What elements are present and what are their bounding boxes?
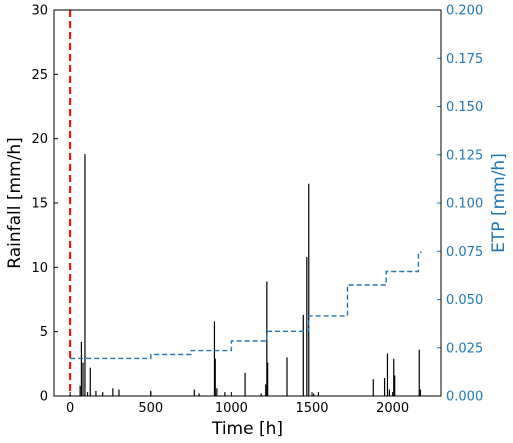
rainfall-bar	[267, 362, 269, 396]
rainfall-bar	[306, 257, 308, 396]
rainfall-bar	[244, 372, 246, 396]
rainfall-bar	[86, 392, 89, 396]
x-axis-label: Time [h]	[211, 419, 283, 439]
x-tick-label: 2000	[376, 401, 409, 416]
rainfall-bar	[419, 389, 421, 396]
y-tick-label: 15	[31, 197, 48, 212]
rainfall-bar	[82, 362, 84, 396]
rainfall-bar	[214, 358, 216, 396]
y2-tick-label: 0.100	[446, 197, 483, 212]
rainfall-bar	[79, 385, 81, 396]
rainfall-bar	[89, 367, 91, 396]
y2-axis-label: ETP [mm/h]	[489, 153, 509, 253]
rainfall-bar	[302, 314, 304, 396]
plot-frame	[53, 9, 442, 397]
rainfall-bar	[80, 341, 83, 396]
y2-tick-label: 0.000	[446, 390, 483, 405]
rainfall-bar	[84, 154, 86, 396]
rainfall-bar	[198, 393, 200, 396]
rainfall-bar	[313, 393, 315, 396]
y-axis-label: Rainfall [mm/h]	[5, 137, 25, 269]
rainfall-bar	[260, 393, 262, 396]
rainfall-bar	[388, 389, 390, 396]
y2-tick-label: 0.150	[446, 100, 483, 115]
y2-tick-label: 0.200	[446, 4, 483, 19]
y-tick-label: 0	[40, 390, 48, 405]
chart-marks	[69, 10, 422, 396]
y-tick-label: 5	[40, 325, 48, 340]
y2-tick-label: 0.075	[446, 245, 483, 260]
x-tick-label: 1000	[215, 401, 248, 416]
rainfall-bar	[286, 357, 288, 396]
rainfall-bar	[265, 384, 267, 396]
rainfall-bar	[308, 183, 310, 396]
rainfall-bar	[193, 389, 195, 396]
rainfall-bar	[317, 392, 320, 396]
y-tick-label: 25	[31, 68, 48, 83]
y-tick-label: 10	[31, 261, 48, 276]
rainfall-bar	[393, 358, 395, 396]
rainfall-bar	[394, 375, 396, 396]
rainfall-bar	[213, 321, 216, 396]
rainfall-bar	[216, 388, 218, 396]
y2-tick-label: 0.175	[446, 52, 483, 67]
etp-step-line	[70, 251, 422, 360]
y2-tick-label: 0.050	[446, 293, 483, 308]
x-tick-label: 0	[66, 401, 74, 416]
rainfall-bar	[118, 389, 120, 396]
y2-tick-label: 0.025	[446, 341, 483, 356]
rainfall-bar	[95, 390, 97, 396]
y2-tick-label: 0.125	[446, 148, 483, 163]
y-tick-label: 20	[31, 132, 48, 147]
x-tick-label: 500	[138, 401, 163, 416]
rainfall-bar	[386, 353, 389, 396]
chart-axes: 0 500 1000 1500 2000 0 5 10 15 20 25 30 0.000 0.025 0.…	[31, 4, 483, 417]
rainfall-bar	[372, 379, 374, 396]
rainfall-bar	[383, 377, 386, 396]
rainfall-bar	[224, 392, 226, 396]
y-tick-label: 30	[31, 4, 48, 19]
rainfall-bar	[102, 392, 104, 396]
rainfall-bar	[112, 388, 114, 396]
rainfall-bar	[418, 349, 420, 396]
x-tick-label: 1500	[295, 401, 328, 416]
